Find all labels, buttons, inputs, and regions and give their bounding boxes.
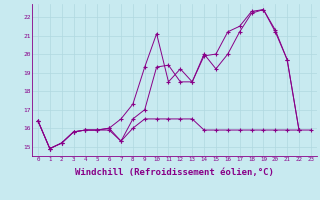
X-axis label: Windchill (Refroidissement éolien,°C): Windchill (Refroidissement éolien,°C): [75, 168, 274, 177]
